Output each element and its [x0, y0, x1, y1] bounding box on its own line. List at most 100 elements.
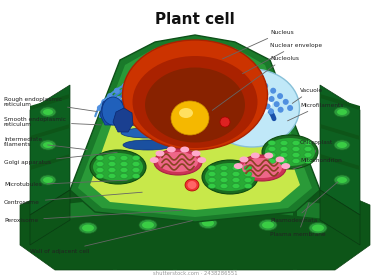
Circle shape [176, 73, 182, 79]
Circle shape [208, 73, 214, 79]
Polygon shape [78, 42, 312, 217]
Circle shape [122, 91, 128, 97]
Ellipse shape [234, 163, 243, 169]
Circle shape [206, 79, 212, 85]
Ellipse shape [244, 165, 252, 171]
Text: Nuclear envelope: Nuclear envelope [243, 43, 322, 74]
Ellipse shape [280, 158, 288, 164]
Polygon shape [20, 182, 370, 270]
Polygon shape [233, 195, 237, 270]
Ellipse shape [197, 157, 206, 163]
Circle shape [277, 93, 283, 99]
Ellipse shape [268, 158, 276, 164]
Circle shape [151, 84, 157, 90]
Polygon shape [320, 124, 360, 140]
Ellipse shape [220, 178, 228, 183]
Circle shape [151, 72, 157, 78]
Ellipse shape [232, 178, 240, 183]
Circle shape [115, 96, 121, 102]
Text: shutterstock.com · 2438286551: shutterstock.com · 2438286551 [153, 271, 237, 276]
Circle shape [187, 73, 193, 79]
Ellipse shape [292, 146, 300, 151]
Ellipse shape [276, 157, 285, 162]
Ellipse shape [309, 223, 327, 234]
Ellipse shape [119, 116, 177, 126]
Ellipse shape [132, 174, 140, 179]
Polygon shape [30, 154, 70, 170]
Ellipse shape [171, 101, 209, 135]
Ellipse shape [121, 104, 175, 114]
Ellipse shape [239, 157, 248, 162]
Circle shape [197, 78, 203, 84]
Ellipse shape [281, 163, 290, 169]
Circle shape [248, 91, 254, 97]
Ellipse shape [280, 146, 288, 151]
Circle shape [119, 104, 126, 109]
Polygon shape [293, 195, 297, 270]
Circle shape [253, 78, 259, 85]
Ellipse shape [280, 153, 288, 158]
Text: Chloroplast: Chloroplast [300, 139, 333, 152]
Ellipse shape [262, 221, 274, 228]
Ellipse shape [220, 165, 228, 171]
Ellipse shape [202, 220, 214, 227]
Ellipse shape [304, 141, 312, 146]
Circle shape [229, 77, 235, 83]
Ellipse shape [96, 174, 104, 179]
Ellipse shape [334, 175, 350, 185]
Ellipse shape [43, 109, 53, 115]
Circle shape [146, 80, 152, 85]
Circle shape [218, 75, 225, 81]
Circle shape [283, 99, 289, 105]
Ellipse shape [232, 183, 240, 188]
Circle shape [222, 69, 227, 75]
Circle shape [178, 79, 184, 85]
Ellipse shape [205, 163, 255, 191]
Circle shape [101, 99, 107, 105]
Ellipse shape [244, 178, 252, 183]
Circle shape [233, 72, 239, 78]
Ellipse shape [82, 225, 94, 232]
Ellipse shape [108, 167, 116, 172]
Polygon shape [100, 97, 124, 125]
Ellipse shape [96, 167, 104, 172]
Text: Plasmodesmata: Plasmodesmata [270, 182, 338, 223]
Polygon shape [113, 195, 117, 270]
Ellipse shape [179, 108, 193, 118]
Ellipse shape [218, 85, 273, 120]
Ellipse shape [158, 152, 198, 172]
Ellipse shape [251, 153, 260, 158]
Ellipse shape [40, 107, 56, 117]
Circle shape [274, 101, 280, 107]
Ellipse shape [232, 171, 240, 176]
Ellipse shape [90, 150, 146, 184]
Ellipse shape [108, 155, 116, 160]
Ellipse shape [208, 183, 216, 188]
Circle shape [262, 83, 268, 89]
Text: Smooth endoplasmic
reticulum: Smooth endoplasmic reticulum [4, 116, 101, 127]
Circle shape [255, 95, 261, 101]
Ellipse shape [202, 160, 258, 194]
Circle shape [269, 96, 275, 102]
Ellipse shape [133, 56, 257, 148]
Circle shape [106, 107, 112, 113]
Circle shape [270, 88, 276, 94]
Circle shape [163, 69, 168, 75]
Ellipse shape [292, 158, 300, 164]
Ellipse shape [220, 171, 228, 176]
Ellipse shape [208, 178, 216, 183]
Circle shape [287, 105, 293, 111]
Circle shape [264, 104, 271, 109]
Ellipse shape [120, 162, 128, 167]
Ellipse shape [312, 225, 324, 232]
Circle shape [168, 80, 174, 86]
Circle shape [141, 75, 147, 81]
Ellipse shape [180, 146, 189, 153]
Circle shape [197, 73, 203, 79]
Ellipse shape [208, 165, 216, 171]
Ellipse shape [292, 153, 300, 158]
Ellipse shape [244, 171, 252, 176]
Ellipse shape [156, 150, 165, 157]
Ellipse shape [122, 40, 268, 150]
Circle shape [97, 105, 103, 111]
